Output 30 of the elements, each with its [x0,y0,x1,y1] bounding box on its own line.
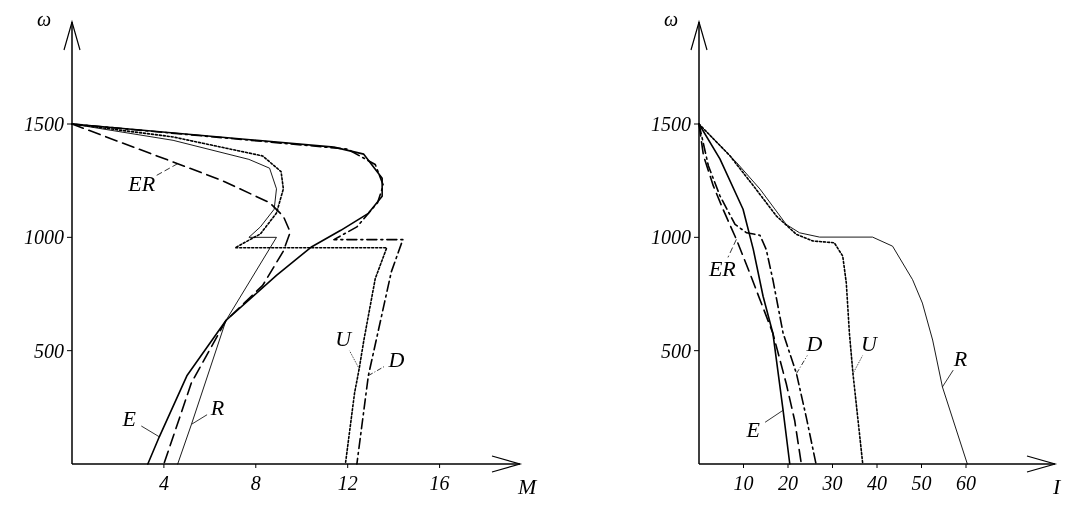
series-label: U [335,325,354,351]
legend-label: D [387,346,405,372]
series-label: D [805,330,823,356]
y-axis-title: ω [663,8,679,30]
x-tick-label: 30 [821,472,843,494]
y-axis-title: ω [36,8,52,30]
x-axis-title: M [517,474,538,499]
series-label: U [861,330,880,356]
legend-label: E [745,417,761,443]
series-label: E [121,405,137,431]
x-tick-label: 60 [956,472,976,494]
x-tick-label: 16 [429,472,450,494]
y-tick-label: 1500 [651,113,691,135]
x-tick-label: 8 [250,472,261,494]
x-tick-label: 40 [867,472,887,494]
y-tick-label: 500 [661,339,691,362]
x-tick-label: 10 [733,472,754,494]
series-label: ER [127,170,156,196]
y-tick-label: 500 [34,339,64,362]
x-tick-label: 4 [158,472,169,494]
y-tick-label: 1500 [24,113,64,135]
x-tick-label: 12 [337,472,358,494]
y-tick-label: 1000 [651,226,691,249]
x-tick-label: 20 [778,472,798,494]
legend-label: ER [707,256,737,282]
y-tick-label: 1000 [24,226,64,249]
x-tick-label: 50 [911,472,932,494]
x-axis-title: I [1052,474,1062,499]
series-label: R [952,345,968,371]
legend-label: R [209,395,225,421]
